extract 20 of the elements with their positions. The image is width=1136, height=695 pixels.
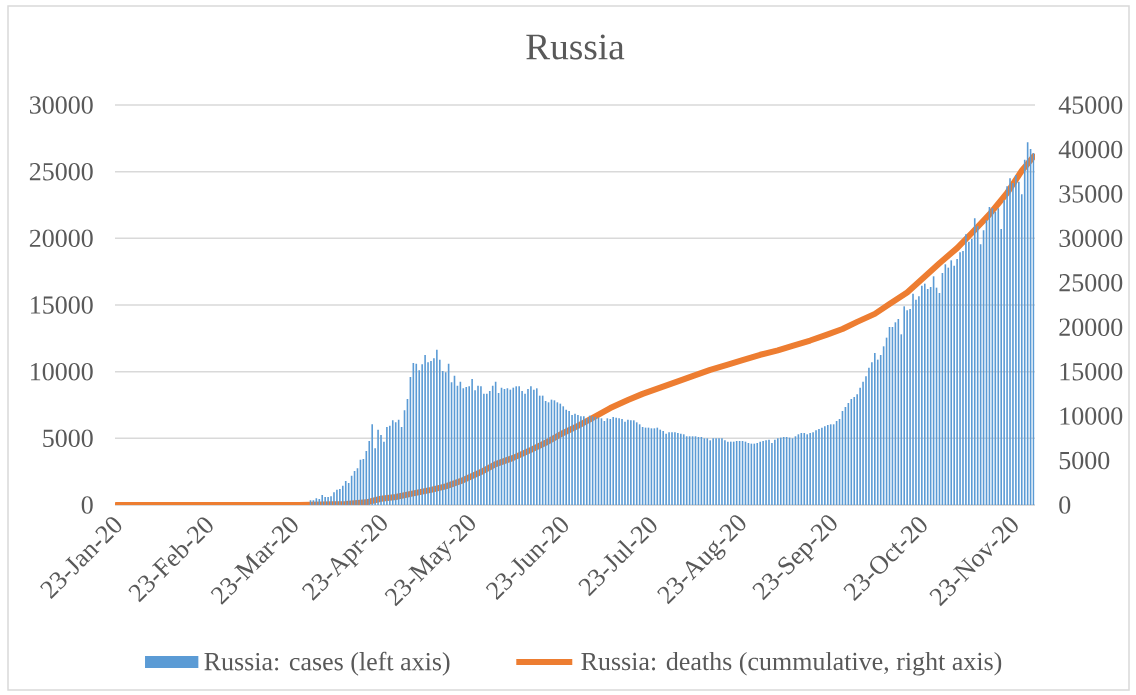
y2-tick-label: 25000: [1059, 273, 1123, 292]
y-tick-label: 30000: [29, 96, 93, 114]
y2-tick-label: 15000: [1060, 362, 1123, 381]
y-tick-label: 25000: [29, 162, 93, 181]
legend-label: Russia: deaths (cummulative, right axis): [581, 651, 1002, 676]
y2-tick-label: 0: [1059, 496, 1071, 514]
y2-tick-label: 35000: [1059, 185, 1123, 203]
y2-tick-label: 5000: [1059, 451, 1110, 470]
legend-label: Russia: cases (left axis): [204, 651, 450, 676]
y-tick-label: 15000: [31, 296, 93, 314]
y-tick-label: 5000: [43, 429, 93, 448]
y-tick-label: 20000: [29, 229, 93, 248]
y2-tick-label: 40000: [1058, 140, 1123, 159]
y-tick-label: 0: [81, 496, 93, 514]
y2-tick-label: 45000: [1058, 96, 1123, 114]
chart-title: Russia: [526, 34, 625, 60]
y2-tick-label: 10000: [1060, 407, 1123, 425]
y2-tick-label: 30000: [1059, 229, 1123, 248]
y2-tick-label: 20000: [1059, 318, 1123, 336]
y-tick-label: 10000: [31, 362, 93, 381]
